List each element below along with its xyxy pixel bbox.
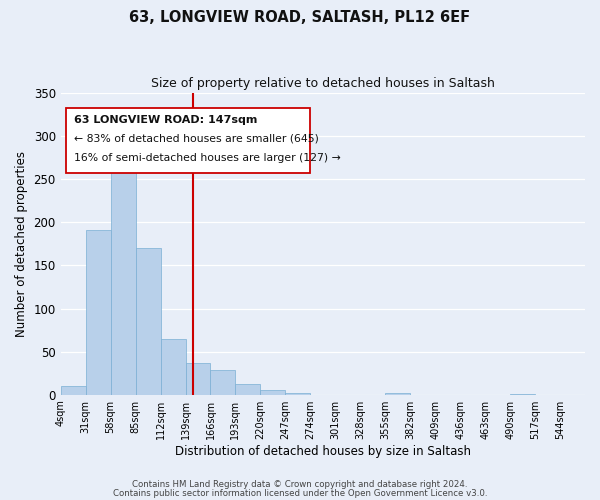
Bar <box>286 393 310 394</box>
Bar <box>211 370 235 394</box>
FancyBboxPatch shape <box>66 108 310 173</box>
Bar <box>235 384 260 394</box>
Bar <box>110 170 136 394</box>
Bar <box>260 390 286 394</box>
Bar <box>185 363 211 394</box>
Text: Contains HM Land Registry data © Crown copyright and database right 2024.: Contains HM Land Registry data © Crown c… <box>132 480 468 489</box>
Y-axis label: Number of detached properties: Number of detached properties <box>15 151 28 337</box>
Title: Size of property relative to detached houses in Saltash: Size of property relative to detached ho… <box>151 78 495 90</box>
Text: 63 LONGVIEW ROAD: 147sqm: 63 LONGVIEW ROAD: 147sqm <box>74 115 257 125</box>
Bar <box>385 393 410 394</box>
Text: 63, LONGVIEW ROAD, SALTASH, PL12 6EF: 63, LONGVIEW ROAD, SALTASH, PL12 6EF <box>130 10 470 25</box>
Bar <box>86 230 110 394</box>
Bar <box>161 338 185 394</box>
X-axis label: Distribution of detached houses by size in Saltash: Distribution of detached houses by size … <box>175 444 471 458</box>
Bar <box>61 386 86 394</box>
Text: ← 83% of detached houses are smaller (645): ← 83% of detached houses are smaller (64… <box>74 134 319 144</box>
Text: 16% of semi-detached houses are larger (127) →: 16% of semi-detached houses are larger (… <box>74 153 341 163</box>
Text: Contains public sector information licensed under the Open Government Licence v3: Contains public sector information licen… <box>113 488 487 498</box>
Bar <box>136 248 161 394</box>
